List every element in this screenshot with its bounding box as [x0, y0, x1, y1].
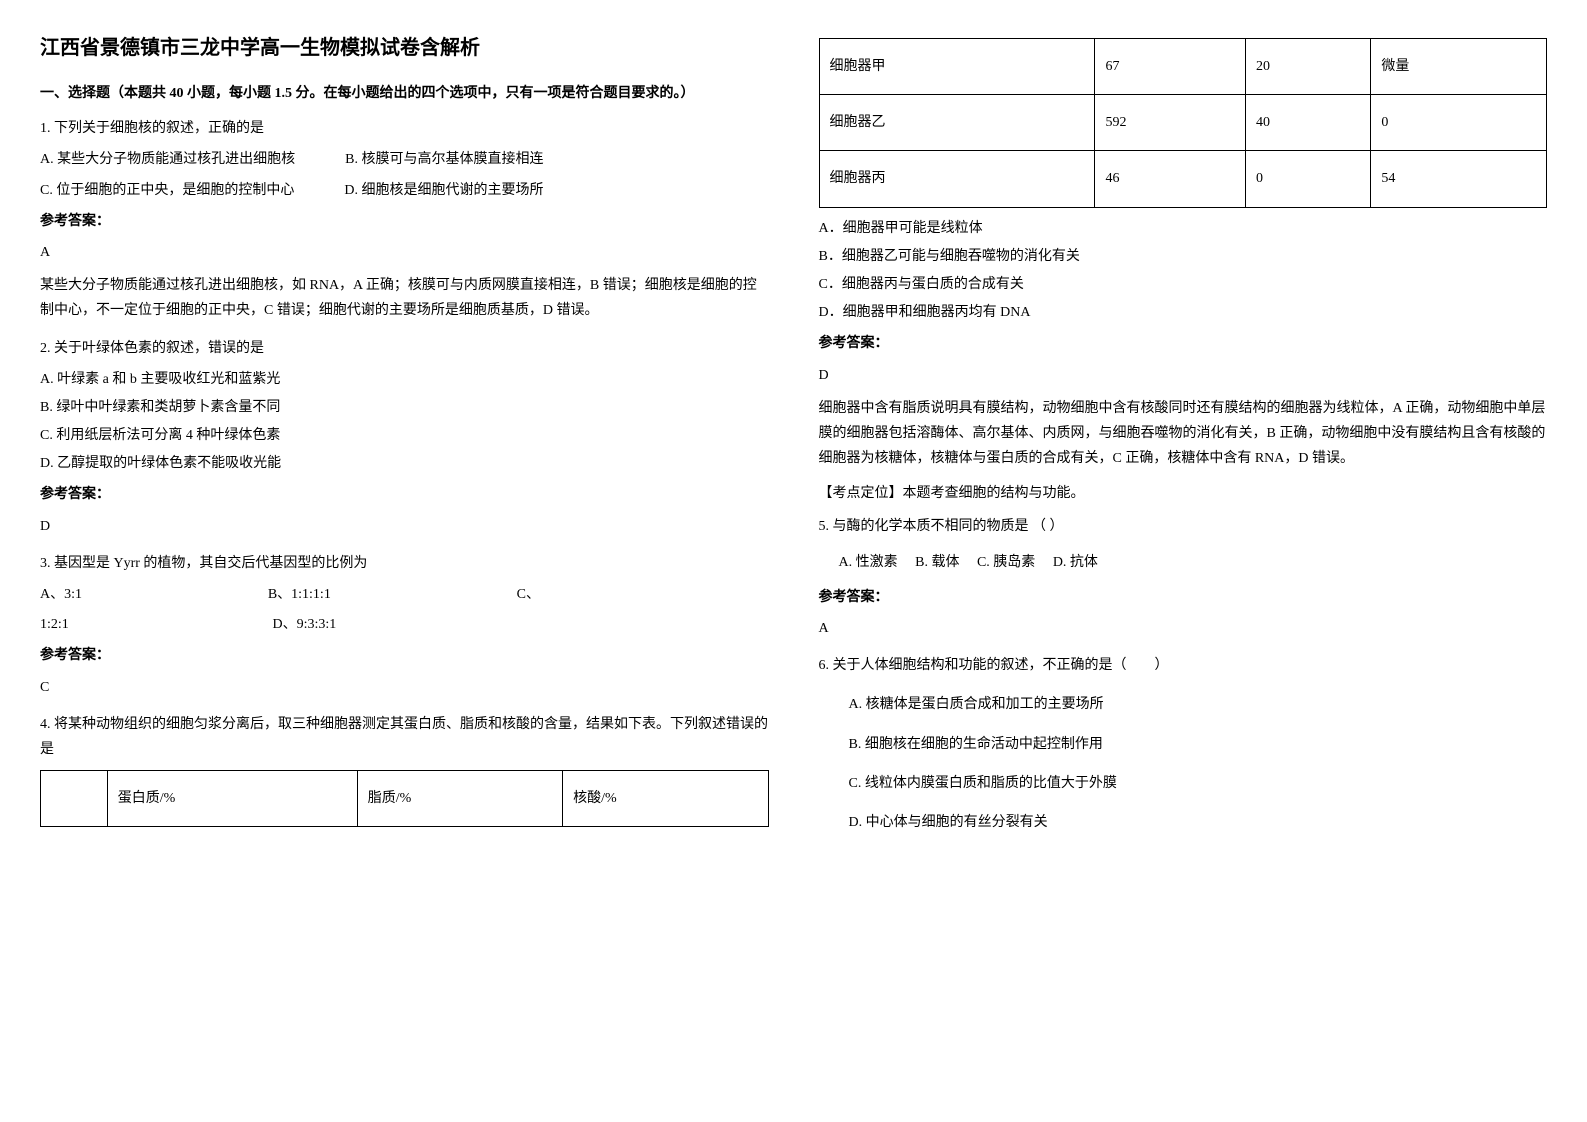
q1-opt-b: B. 核膜可与高尔基体膜直接相连: [345, 147, 543, 172]
q2-options: A. 叶绿素 a 和 b 主要吸收红光和蓝紫光 B. 绿叶中叶绿素和类胡萝卜素含…: [40, 367, 769, 477]
q4-note: 【考点定位】本题考查细胞的结构与功能。: [819, 481, 1548, 506]
q3-opt-c-prefix: C、: [517, 582, 540, 607]
cell-jia-name: 细胞器甲: [819, 39, 1095, 95]
q4-answer-label: 参考答案：: [819, 331, 1548, 356]
cell-bing-name: 细胞器丙: [819, 151, 1095, 207]
th-lipid: 脂质/%: [357, 771, 562, 827]
th-protein: 蛋白质/%: [107, 771, 357, 827]
q4-answer: D: [819, 363, 1548, 388]
table-row: 细胞器丙 46 0 54: [819, 151, 1547, 207]
q3-text: 3. 基因型是 Yyrr 的植物，其自交后代基因型的比例为: [40, 551, 769, 576]
q5-text: 5. 与酶的化学本质不相同的物质是 （ ）: [819, 514, 1548, 539]
q6-options: A. 核糖体是蛋白质合成和加工的主要场所 B. 细胞核在细胞的生命活动中起控制作…: [849, 692, 1548, 835]
q3-row1: A、3:1 B、1:1:1:1 C、: [40, 582, 540, 607]
section-header: 一、选择题（本题共 40 小题，每小题 1.5 分。在每小题给出的四个选项中，只…: [40, 81, 769, 106]
q4-options: A．细胞器甲可能是线粒体 B．细胞器乙可能与细胞吞噬物的消化有关 C．细胞器丙与…: [819, 216, 1548, 326]
left-column: 江西省景德镇市三龙中学高一生物模拟试卷含解析 一、选择题（本题共 40 小题，每…: [40, 30, 769, 849]
question-3: 3. 基因型是 Yyrr 的植物，其自交后代基因型的比例为 A、3:1 B、1:…: [40, 551, 769, 700]
q6-opt-a: A. 核糖体是蛋白质合成和加工的主要场所: [849, 692, 1548, 717]
q3-opt-b: B、1:1:1:1: [268, 582, 331, 607]
q2-answer: D: [40, 514, 769, 539]
q2-opt-d: D. 乙醇提取的叶绿体色素不能吸收光能: [40, 451, 769, 476]
cell-yi-lipid: 40: [1245, 95, 1370, 151]
question-6: 6. 关于人体细胞结构和功能的叙述，不正确的是（ ） A. 核糖体是蛋白质合成和…: [819, 653, 1548, 835]
q6-text: 6. 关于人体细胞结构和功能的叙述，不正确的是（ ）: [819, 653, 1548, 678]
question-2: 2. 关于叶绿体色素的叙述，错误的是 A. 叶绿素 a 和 b 主要吸收红光和蓝…: [40, 336, 769, 539]
q1-answer-label: 参考答案：: [40, 209, 769, 234]
q3-answer-label: 参考答案：: [40, 643, 769, 668]
q5-opt-c: C. 胰岛素: [977, 555, 1035, 570]
question-4-intro: 4. 将某种动物组织的细胞匀浆分离后，取三种细胞器测定其蛋白质、脂质和核酸的含量…: [40, 712, 769, 828]
cell-yi-name: 细胞器乙: [819, 95, 1095, 151]
q6-opt-b: B. 细胞核在细胞的生命活动中起控制作用: [849, 732, 1548, 757]
table-row: 细胞器甲 67 20 微量: [819, 39, 1547, 95]
question-1: 1. 下列关于细胞核的叙述，正确的是 A. 某些大分子物质能通过核孔进出细胞核 …: [40, 116, 769, 323]
cell-bing-nucleic: 54: [1371, 151, 1547, 207]
right-column: 细胞器甲 67 20 微量 细胞器乙 592 40 0 细胞器丙 46 0 54…: [819, 30, 1548, 849]
q1-row1: A. 某些大分子物质能通过核孔进出细胞核 B. 核膜可与高尔基体膜直接相连: [40, 147, 769, 172]
q1-text: 1. 下列关于细胞核的叙述，正确的是: [40, 116, 769, 141]
q5-answer: A: [819, 616, 1548, 641]
table-header-row: 蛋白质/% 脂质/% 核酸/%: [41, 771, 769, 827]
q4-text: 4. 将某种动物组织的细胞匀浆分离后，取三种细胞器测定其蛋白质、脂质和核酸的含量…: [40, 712, 769, 762]
q5-opt-d: D. 抗体: [1053, 555, 1098, 570]
q4-opt-b: B．细胞器乙可能与细胞吞噬物的消化有关: [819, 244, 1548, 269]
cell-jia-nucleic: 微量: [1371, 39, 1547, 95]
cell-bing-protein: 46: [1095, 151, 1246, 207]
q3-row2: 1:2:1 D、9:3:3:1: [40, 612, 540, 637]
question-5: 5. 与酶的化学本质不相同的物质是 （ ） A. 性激素 B. 载体 C. 胰岛…: [819, 514, 1548, 641]
q4-explanation: 细胞器中含有脂质说明具有膜结构，动物细胞中含有核酸同时还有膜结构的细胞器为线粒体…: [819, 396, 1548, 472]
q2-opt-b: B. 绿叶中叶绿素和类胡萝卜素含量不同: [40, 395, 769, 420]
q3-opt-d: D、9:3:3:1: [273, 612, 337, 637]
cell-yi-protein: 592: [1095, 95, 1246, 151]
q2-opt-c: C. 利用纸层析法可分离 4 种叶绿体色素: [40, 423, 769, 448]
q4-table-body: 细胞器甲 67 20 微量 细胞器乙 592 40 0 细胞器丙 46 0 54: [819, 38, 1548, 208]
q3-opt-c-rest: 1:2:1: [40, 612, 69, 637]
q1-row2: C. 位于细胞的正中央，是细胞的控制中心 D. 细胞核是细胞代谢的主要场所: [40, 178, 769, 203]
q5-opt-b: B. 载体: [915, 555, 959, 570]
th-nucleic: 核酸/%: [563, 771, 768, 827]
q1-answer: A: [40, 240, 769, 265]
q1-opt-a: A. 某些大分子物质能通过核孔进出细胞核: [40, 147, 295, 172]
q4-table-header: 蛋白质/% 脂质/% 核酸/%: [40, 770, 769, 827]
q1-explanation: 某些大分子物质能通过核孔进出细胞核，如 RNA，A 正确；核膜可与内质网膜直接相…: [40, 273, 769, 323]
cell-yi-nucleic: 0: [1371, 95, 1547, 151]
cell-jia-protein: 67: [1095, 39, 1246, 95]
q4-opt-c: C．细胞器丙与蛋白质的合成有关: [819, 272, 1548, 297]
q3-opt-a: A、3:1: [40, 582, 82, 607]
q4-opt-a: A．细胞器甲可能是线粒体: [819, 216, 1548, 241]
q6-opt-d: D. 中心体与细胞的有丝分裂有关: [849, 810, 1548, 835]
table-row: 细胞器乙 592 40 0: [819, 95, 1547, 151]
q2-text: 2. 关于叶绿体色素的叙述，错误的是: [40, 336, 769, 361]
q5-options: A. 性激素 B. 载体 C. 胰岛素 D. 抗体: [839, 550, 1548, 575]
page-title: 江西省景德镇市三龙中学高一生物模拟试卷含解析: [40, 30, 769, 66]
q4-opt-d: D．细胞器甲和细胞器丙均有 DNA: [819, 300, 1548, 325]
cell-bing-lipid: 0: [1245, 151, 1370, 207]
q5-answer-label: 参考答案：: [819, 585, 1548, 610]
q6-opt-c: C. 线粒体内膜蛋白质和脂质的比值大于外膜: [849, 771, 1548, 796]
q1-opt-c: C. 位于细胞的正中央，是细胞的控制中心: [40, 178, 294, 203]
q1-opt-d: D. 细胞核是细胞代谢的主要场所: [344, 178, 543, 203]
q5-opt-a: A. 性激素: [839, 555, 898, 570]
q2-opt-a: A. 叶绿素 a 和 b 主要吸收红光和蓝紫光: [40, 367, 769, 392]
q2-answer-label: 参考答案：: [40, 482, 769, 507]
q3-answer: C: [40, 675, 769, 700]
th-blank: [41, 771, 108, 827]
cell-jia-lipid: 20: [1245, 39, 1370, 95]
